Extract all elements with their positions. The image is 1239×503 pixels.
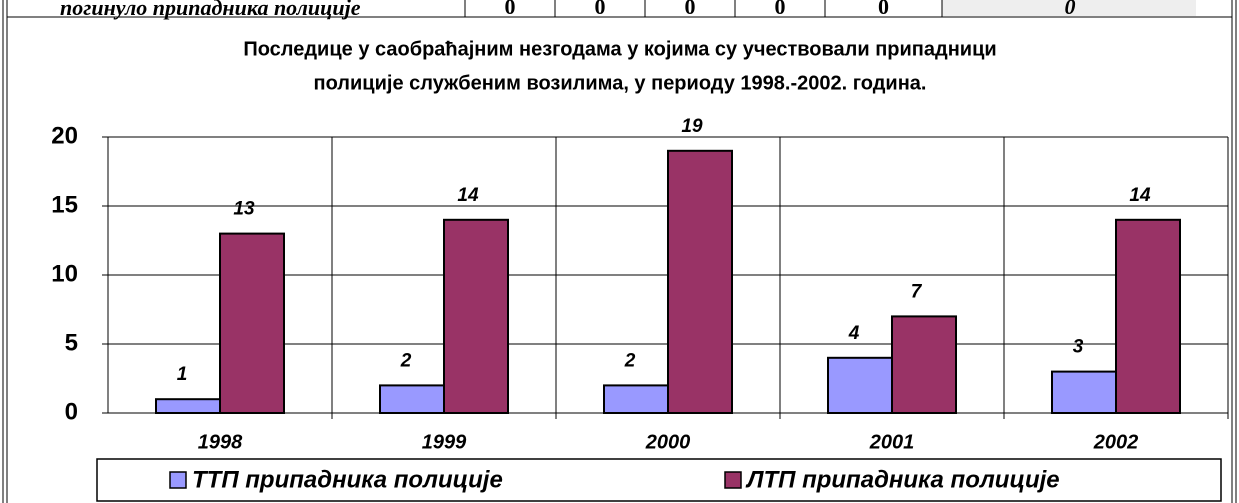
bar (219, 232, 285, 414)
cell-value: 0 (878, 0, 889, 19)
bar (891, 315, 957, 414)
bar (1051, 370, 1117, 415)
bar (667, 149, 733, 415)
bar (155, 398, 221, 415)
value-label: 1 (177, 364, 188, 385)
row-label: погинуло припадника полиције (60, 0, 361, 20)
chart-area (10, 20, 1230, 503)
x-tick-label: 1999 (422, 431, 467, 453)
chart-title: Последице у саобраћајним незгодама у кој… (243, 38, 996, 60)
legend-box (96, 458, 1222, 502)
cell-value: 0 (775, 0, 786, 19)
legend-label: ЛТП припадника полиције (745, 466, 1060, 493)
header-row: погинуло припадника полиције 0 0 0 0 0 0 (7, 0, 1232, 20)
x-tick-label: 2002 (1093, 431, 1139, 453)
legend-swatch (724, 471, 742, 489)
value-label: 7 (911, 281, 923, 302)
bar (603, 384, 669, 414)
bar (443, 218, 509, 414)
value-label: 13 (233, 199, 255, 220)
value-label: 4 (848, 323, 860, 344)
cell-value: 0 (595, 0, 606, 19)
x-tick-label: 1998 (198, 431, 243, 453)
y-tick-label: 10 (51, 260, 78, 287)
bar (379, 384, 445, 414)
legend-swatch (169, 471, 187, 489)
y-tick-label: 0 (65, 398, 78, 425)
x-tick-label: 2000 (645, 431, 691, 453)
bar (827, 356, 893, 414)
cell-value: 0 (1065, 0, 1076, 19)
cell-value: 0 (505, 0, 516, 19)
value-label: 2 (400, 350, 412, 371)
value-label: 14 (1129, 185, 1151, 206)
y-tick-label: 20 (51, 122, 78, 149)
legend-label: ТТП припадника полиције (192, 466, 503, 493)
value-label: 14 (457, 185, 479, 206)
y-tick-label: 15 (51, 191, 78, 218)
value-label: 2 (624, 350, 636, 371)
bar (1115, 218, 1181, 414)
x-tick-label: 2001 (869, 431, 915, 453)
value-label: 19 (681, 116, 703, 137)
chart-title: полиције службеним возилима, у периоду 1… (314, 72, 927, 94)
y-tick-label: 5 (65, 329, 78, 356)
cell-shade (942, 0, 1196, 16)
value-label: 3 (1073, 337, 1084, 358)
cell-value: 0 (685, 0, 696, 19)
